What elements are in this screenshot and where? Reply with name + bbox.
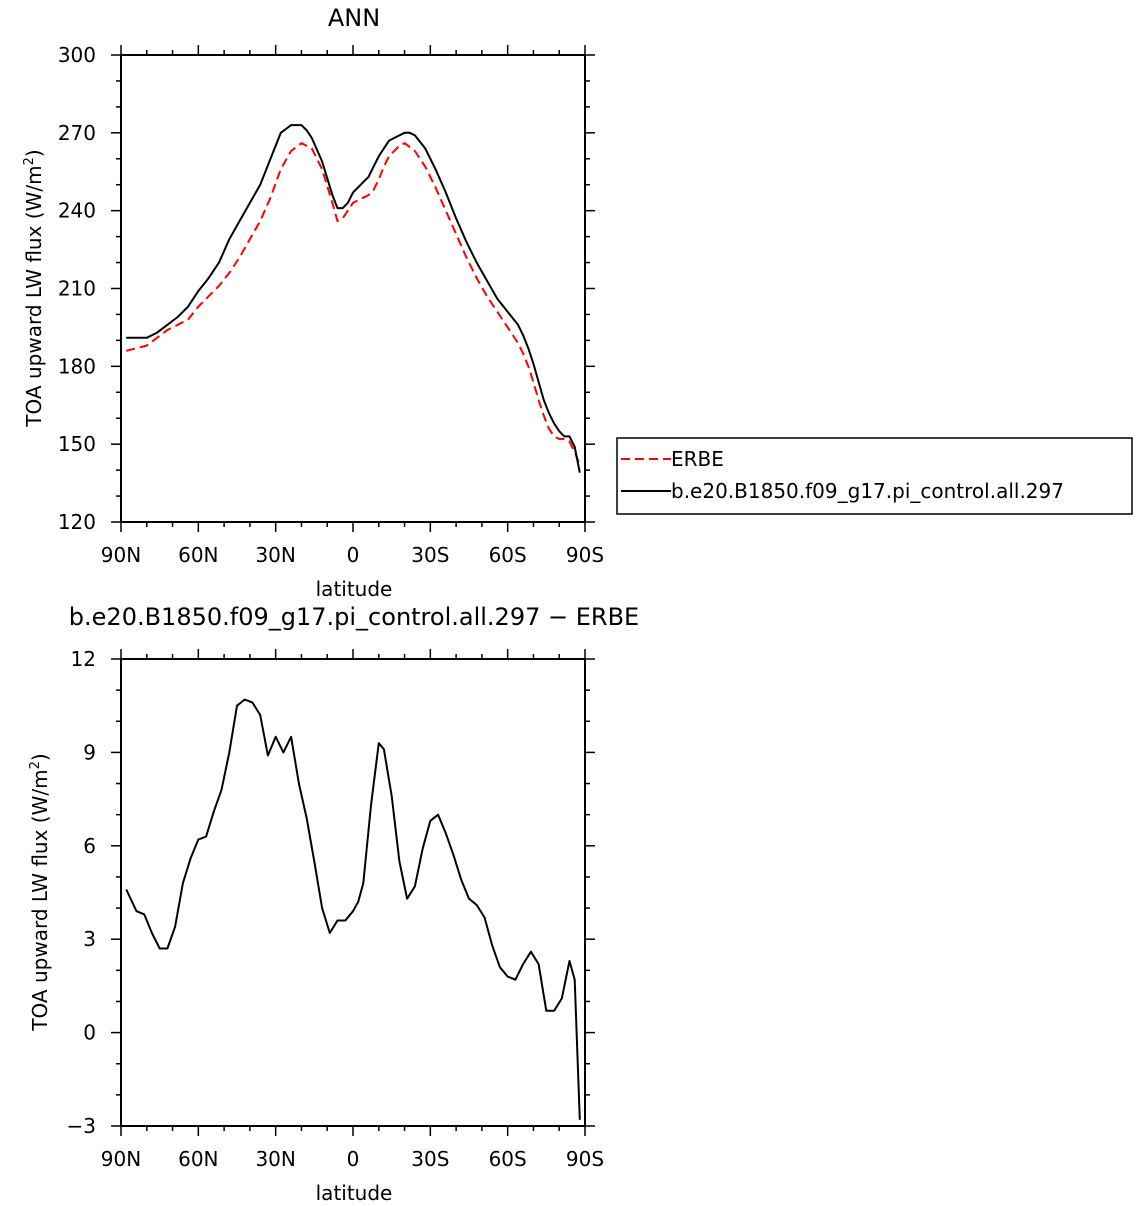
bottom-y-axis-label: TOA upward LW flux (W/m2) xyxy=(28,753,52,1031)
legend-label-model: b.e20.B1850.f09_g17.pi_control.all.297 xyxy=(671,479,1064,503)
top-x-tick-label: 90S xyxy=(566,543,604,567)
bottom-x-tick-label: 0 xyxy=(347,1147,360,1171)
top-chart-title: ANN xyxy=(328,4,380,32)
bottom-x-tick-label: 30N xyxy=(255,1147,295,1171)
top-y-tick-label: 300 xyxy=(58,43,96,67)
bottom-x-tick-label: 90S xyxy=(566,1147,604,1171)
top-y-tick-label: 180 xyxy=(58,354,96,378)
top-series-lines xyxy=(125,124,581,473)
panel-annual-mean: ANN 90N 60N 30N 0 30S 60S 90S 120 150 180 210 240 27… xyxy=(22,4,604,601)
top-x-tick-label: 30N xyxy=(255,543,295,567)
bottom-y-tick-label: 0 xyxy=(83,1021,96,1045)
top-x-tick-label: 30S xyxy=(411,543,449,567)
legend-label-erbe: ERBE xyxy=(671,447,724,471)
top-series-line-0 xyxy=(125,142,581,466)
bottom-y-tick-label: 12 xyxy=(71,647,96,671)
top-y-tick-label: 240 xyxy=(58,199,96,223)
top-y-tick-label: 120 xyxy=(58,510,96,534)
top-y-axis-label: TOA upward LW flux (W/m2) xyxy=(22,149,46,427)
top-y-tick-label: 270 xyxy=(58,121,96,145)
top-x-axis-label: latitude xyxy=(316,577,393,601)
bottom-series-lines xyxy=(125,698,581,1120)
top-y-tick-label: 150 xyxy=(58,432,96,456)
panel-difference: b.e20.B1850.f09_g17.pi_control.all.297 −… xyxy=(28,603,639,1205)
bottom-plot-frame xyxy=(120,658,586,1127)
top-series-line-1 xyxy=(126,124,581,473)
bottom-x-tick-label: 90N xyxy=(101,1147,141,1171)
top-plot-frame xyxy=(120,54,586,523)
bottom-y-tick-label: −3 xyxy=(67,1114,96,1138)
bottom-series-line-0 xyxy=(125,698,581,1120)
bottom-x-tick-label: 60N xyxy=(178,1147,218,1171)
bottom-x-tick-label: 30S xyxy=(411,1147,449,1171)
top-x-tick-label: 90N xyxy=(101,543,141,567)
bottom-y-tick-label: 9 xyxy=(83,740,96,764)
top-axis-ticks: 90N 60N 30N 0 30S 60S 90S 120 150 180 210 240 270 300 xyxy=(58,43,604,567)
top-x-tick-label: 60S xyxy=(489,543,527,567)
top-x-tick-label: 0 xyxy=(347,543,360,567)
bottom-x-tick-label: 60S xyxy=(489,1147,527,1171)
legend-box xyxy=(616,437,1133,515)
bottom-axis-ticks: 90N 60N 30N 0 30S 60S 90S −3 0 3 6 9 12 xyxy=(67,647,605,1171)
bottom-y-tick-label: 6 xyxy=(83,834,96,858)
bottom-x-axis-label: latitude xyxy=(316,1181,393,1205)
legend: ERBE b.e20.B1850.f09_g17.pi_control.all.… xyxy=(616,437,1133,515)
top-y-tick-label: 210 xyxy=(58,277,96,301)
bottom-y-tick-label: 3 xyxy=(83,927,96,951)
bottom-chart-title: b.e20.B1850.f09_g17.pi_control.all.297 −… xyxy=(69,603,639,631)
top-x-tick-label: 60N xyxy=(178,543,218,567)
